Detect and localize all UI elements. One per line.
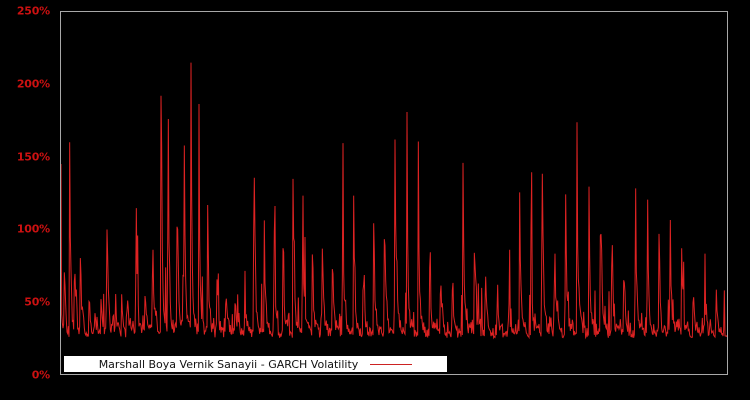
- volatility-line-series: [61, 12, 727, 374]
- series-path: [61, 63, 727, 338]
- y-tick-label: 100%: [16, 222, 50, 236]
- y-tick-label: 250%: [16, 4, 50, 18]
- legend-label: Marshall Boya Vernik Sanayii - GARCH Vol…: [98, 357, 359, 371]
- plot-area: [60, 11, 728, 375]
- chart-legend: Marshall Boya Vernik Sanayii - GARCH Vol…: [64, 356, 447, 372]
- y-tick-label: 50%: [24, 295, 50, 309]
- y-tick-label: 200%: [16, 77, 50, 91]
- y-axis: 0% 50% 100% 150% 200% 250%: [0, 0, 56, 400]
- y-tick-label: 0%: [31, 368, 50, 382]
- y-tick-label: 150%: [16, 150, 50, 164]
- legend-line-sample-icon: [370, 363, 413, 365]
